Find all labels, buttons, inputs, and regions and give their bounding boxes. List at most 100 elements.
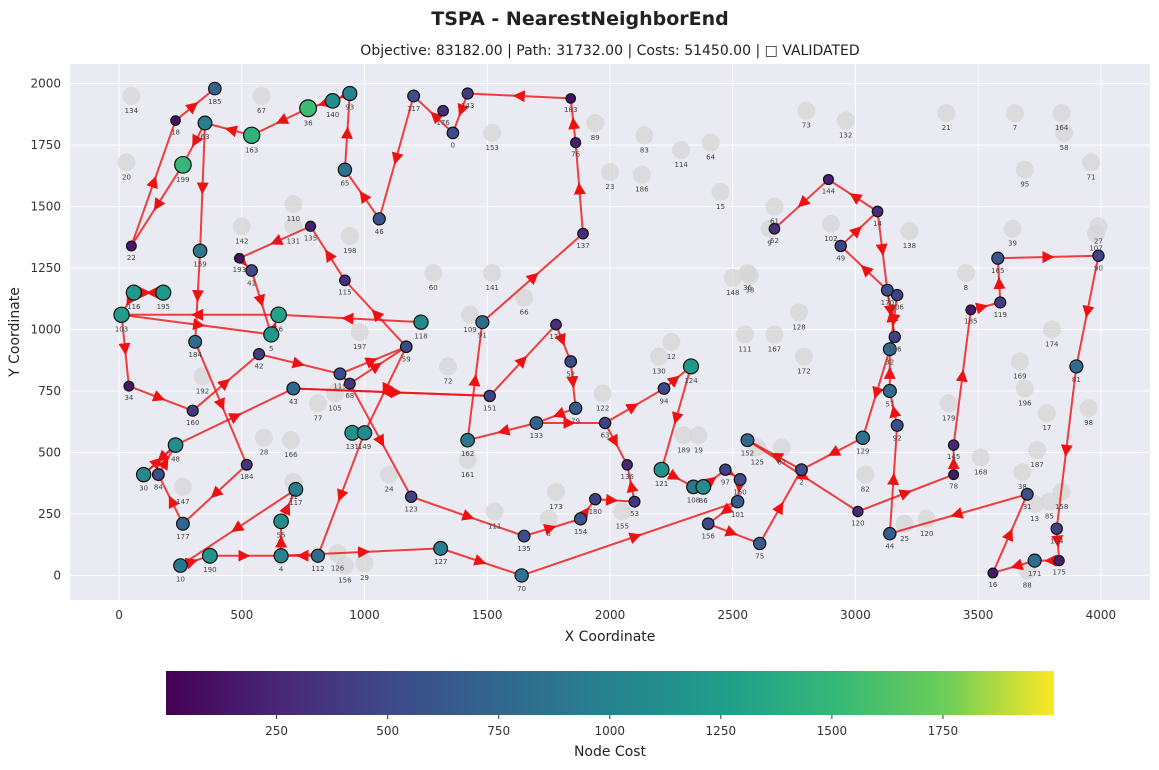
unselected-node-label: 36 (743, 284, 752, 292)
route-node-label: 184 (240, 473, 254, 481)
unselected-node-label: 111 (738, 345, 751, 353)
unselected-node (308, 394, 327, 413)
route-edge-arrow (950, 507, 964, 519)
route-node-label: 90 (1094, 264, 1103, 272)
y-tick-label: 250 (38, 507, 61, 521)
colorbar-tick-label: 1500 (817, 724, 848, 738)
route-node-label: 162 (461, 450, 474, 458)
route-node (273, 548, 289, 564)
route-edge-arrow (720, 502, 734, 515)
route-edge-arrow (210, 485, 224, 499)
unselected-node-label: 189 (677, 446, 690, 454)
route-node (113, 306, 130, 324)
unselected-node (439, 357, 457, 376)
route-node-label: 16 (988, 581, 997, 589)
colorbar-tick-label: 500 (376, 724, 399, 738)
unselected-node (650, 347, 669, 366)
route-node (1053, 555, 1065, 567)
y-tick-label: 750 (38, 384, 61, 398)
unselected-node-label: 111 (488, 522, 501, 530)
unselected-node (424, 263, 443, 282)
route-node (245, 264, 258, 277)
route-node (460, 432, 475, 448)
route-edge-arrow (666, 468, 681, 481)
unselected-node (350, 323, 369, 341)
route-node-label: 184 (188, 351, 202, 359)
route-node-label: 120 (851, 520, 864, 528)
unselected-node (632, 165, 651, 184)
route-node (517, 529, 531, 543)
route-node (753, 536, 767, 551)
route-edge-arrow (151, 390, 166, 402)
route-node (324, 93, 341, 109)
route-node-label: 63 (201, 133, 210, 141)
route-edge-arrow (554, 332, 566, 347)
unselected-node (956, 263, 975, 282)
route-node (577, 227, 589, 240)
unselected-node-label: 167 (768, 345, 781, 353)
unselected-node (1055, 123, 1074, 142)
route-node-label: 136 (620, 473, 634, 481)
route-node-label: 0 (451, 142, 455, 150)
unselected-node-label: 6 (546, 530, 551, 538)
unselected-node (122, 86, 141, 105)
route-node-label: 195 (157, 303, 170, 311)
unselected-node (672, 141, 691, 160)
colorbar-tick-label: 1000 (595, 724, 626, 738)
unselected-node-label: 138 (903, 242, 916, 250)
unselected-node (723, 268, 742, 287)
unselected-node-label: 8 (964, 284, 968, 292)
unselected-node (1079, 399, 1098, 418)
route-node-label: 152 (741, 450, 754, 458)
unselected-node (252, 86, 271, 105)
route-node-label: 193 (233, 266, 246, 274)
route-node-label: 144 (822, 188, 836, 196)
route-edge-arrow (373, 433, 385, 447)
route-edge-arrow (157, 457, 169, 471)
route-node-label: 178 (549, 333, 562, 341)
route-node (286, 381, 301, 396)
route-node-label: 117 (289, 499, 302, 507)
route-node (871, 205, 884, 218)
route-node (356, 425, 373, 441)
route-node (263, 326, 280, 343)
route-edge-arrow (514, 355, 527, 369)
unselected-node (736, 325, 754, 344)
route-node-label: 42 (255, 363, 264, 371)
unselected-node (458, 450, 477, 469)
route-edge-arrow (525, 272, 539, 286)
route-node-label: 57 (885, 401, 894, 409)
unselected-node (662, 332, 681, 351)
route-node (653, 461, 670, 478)
unselected-node (1013, 463, 1032, 482)
route-node-label: 32 (885, 359, 894, 367)
unselected-node-label: 88 (1023, 581, 1032, 589)
route-edge-arrow (279, 502, 291, 517)
route-node-label: 63 (601, 432, 610, 440)
route-node-label: 91 (478, 332, 487, 340)
route-node-label: 56 (274, 326, 283, 334)
unselected-node (1015, 160, 1034, 179)
route-node-label: 163 (245, 146, 258, 154)
unselected-node-label: 102 (824, 235, 837, 243)
route-node (987, 567, 999, 579)
unselected-node-label: 174 (1045, 341, 1059, 349)
unselected-node-label: 192 (196, 387, 209, 395)
route-node (197, 115, 213, 131)
route-node-label: 86 (699, 497, 708, 505)
route-edge-arrow (265, 322, 278, 336)
y-ticks: 0 250 500 750 1000 1250 1500 1750 2000 (30, 77, 61, 583)
route-node-label: 43 (289, 398, 298, 406)
route-node-label: 93 (345, 104, 354, 112)
route-node-label: 154 (574, 528, 588, 536)
route-edge-arrow (461, 509, 475, 521)
route-node (657, 382, 671, 395)
route-node-label: 124 (684, 377, 698, 385)
route-node (550, 318, 562, 331)
unselected-node-label: 187 (1030, 461, 1043, 469)
route-node-label: 118 (414, 332, 427, 340)
unselected-node-label: 169 (1013, 373, 1026, 381)
unselected-node-label: 164 (1055, 124, 1069, 132)
unselected-node (1052, 104, 1071, 123)
route-node-label: 112 (311, 565, 324, 573)
